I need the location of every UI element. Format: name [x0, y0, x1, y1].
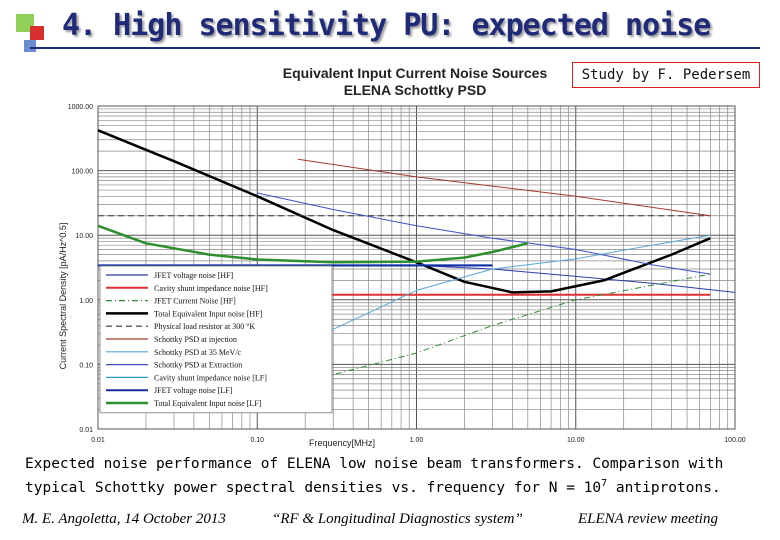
- corner-decoration: [30, 26, 44, 40]
- slide-caption: Expected noise performance of ELENA low …: [25, 454, 765, 498]
- series-line: [297, 158, 711, 217]
- y-tick-label: 1.00: [79, 298, 93, 305]
- footer-system-title: “RF & Longitudinal Diagnostics system”: [272, 511, 523, 527]
- corner-decoration: [24, 40, 36, 52]
- y-tick-label: 1000.00: [68, 104, 93, 111]
- legend-label: JFET voltage noise [HF]: [154, 271, 234, 280]
- legend-label: Schottky PSD at injection: [154, 335, 237, 344]
- series-line: [256, 234, 711, 404]
- legend-label: Total Equivalent Input noise [LF]: [154, 399, 262, 408]
- footer-author-date: M. E. Angoletta, 14 October 2013: [22, 511, 226, 527]
- legend-label: Cavity shunt impedance noise [LF]: [154, 373, 267, 382]
- chart-legend: JFET voltage noise [HF] Cavity shunt impe…: [99, 265, 333, 414]
- chart-subtitle: ELENA Schottky PSD: [344, 82, 487, 98]
- series-line: [97, 224, 529, 264]
- corner-decoration: [16, 14, 34, 32]
- slide-title: 4. High sensitivity PU: expected noise: [62, 8, 711, 43]
- x-axis-label: Frequency[MHz]: [309, 438, 375, 448]
- series-line: [297, 273, 711, 385]
- legend-label: Schottky PSD at 35 MeV/c: [154, 348, 242, 357]
- noise-chart: 0.01 0.10 1.00 10.00 100.00 0.01 0.10 1.00 10.00…: [58, 65, 746, 448]
- chart-ticks: 0.01 0.10 1.00 10.00 100.00 0.01 0.10 1.00 10.00…: [68, 104, 746, 444]
- series-line: [257, 192, 711, 275]
- series-line: [297, 265, 736, 293]
- series-line: [97, 129, 711, 294]
- y-tick-label: 100.00: [72, 169, 94, 176]
- y-axis-label: Current Spectral Density [pA/Hz^0.5]: [58, 223, 68, 370]
- author-note: Study by F. Pedersem: [572, 62, 760, 88]
- title-underline: [30, 47, 760, 49]
- chart-series: [97, 129, 736, 404]
- y-tick-label: 10.00: [75, 233, 93, 240]
- x-tick-label: 1.00: [410, 437, 424, 444]
- chart-title: Equivalent Input Current Noise Sources: [283, 65, 548, 81]
- legend-label: Schottky PSD at Extraction: [154, 361, 242, 370]
- plot-frame: [97, 105, 736, 430]
- legend-label: JFET Current Noise [HF]: [154, 297, 236, 306]
- caption-text-end: antiprotons.: [607, 479, 721, 496]
- y-tick-label: 0.10: [79, 362, 93, 369]
- caption-exponent: 7: [601, 478, 608, 489]
- y-tick-label: 0.01: [79, 427, 93, 434]
- caption-text: Expected noise performance of ELENA low …: [25, 456, 724, 496]
- x-tick-label: 0.01: [91, 437, 105, 444]
- footer-meeting: ELENA review meeting: [578, 511, 718, 527]
- legend-label: JFET voltage noise [LF]: [154, 386, 233, 395]
- x-tick-label: 100.00: [724, 437, 746, 444]
- legend-label: Total Equivalent Input noise [HF]: [154, 309, 263, 318]
- legend-label: Cavity shunt impedance noise [HF]: [154, 284, 268, 293]
- x-tick-label: 0.10: [250, 437, 264, 444]
- x-tick-label: 10.00: [567, 437, 585, 444]
- legend-label: Physical load resistor at 300 °K: [154, 322, 255, 331]
